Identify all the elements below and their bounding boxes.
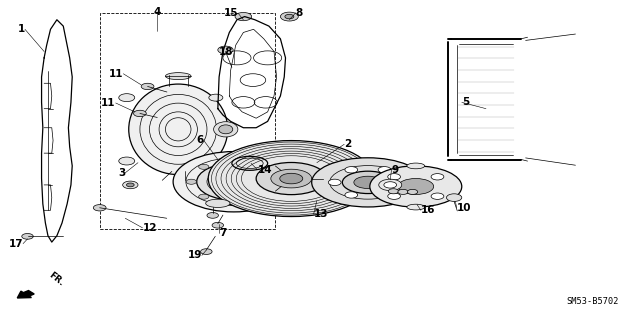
Circle shape xyxy=(447,194,462,201)
Text: 15: 15 xyxy=(224,8,238,19)
Circle shape xyxy=(22,234,33,239)
Circle shape xyxy=(398,189,408,195)
Circle shape xyxy=(328,179,341,186)
Text: 18: 18 xyxy=(220,47,234,56)
Circle shape xyxy=(198,194,209,199)
Circle shape xyxy=(141,83,154,90)
Circle shape xyxy=(384,182,397,188)
Ellipse shape xyxy=(173,152,294,212)
Text: 19: 19 xyxy=(188,250,202,260)
Ellipse shape xyxy=(342,171,394,194)
Circle shape xyxy=(431,174,444,180)
Circle shape xyxy=(378,167,391,173)
Ellipse shape xyxy=(219,125,233,134)
Circle shape xyxy=(345,192,358,198)
Ellipse shape xyxy=(208,141,374,217)
Ellipse shape xyxy=(119,94,135,102)
Circle shape xyxy=(200,249,212,255)
Circle shape xyxy=(123,181,138,189)
Circle shape xyxy=(259,194,269,199)
Circle shape xyxy=(378,192,391,198)
Text: 14: 14 xyxy=(257,165,272,175)
Circle shape xyxy=(388,189,399,194)
Ellipse shape xyxy=(354,176,382,189)
Bar xyxy=(100,13,275,229)
Ellipse shape xyxy=(196,163,271,200)
Ellipse shape xyxy=(209,158,223,165)
Circle shape xyxy=(395,179,408,186)
Text: 13: 13 xyxy=(314,209,328,219)
Text: 11: 11 xyxy=(109,69,124,79)
Ellipse shape xyxy=(407,204,425,210)
Circle shape xyxy=(285,14,294,19)
Circle shape xyxy=(388,174,401,180)
Ellipse shape xyxy=(119,157,135,165)
Ellipse shape xyxy=(312,158,424,207)
Text: 2: 2 xyxy=(344,139,351,149)
Circle shape xyxy=(228,158,239,163)
Ellipse shape xyxy=(407,163,425,169)
Ellipse shape xyxy=(166,73,191,80)
Text: FR.: FR. xyxy=(47,271,65,288)
Circle shape xyxy=(93,204,106,211)
Text: 9: 9 xyxy=(392,165,399,175)
Text: 5: 5 xyxy=(462,97,469,107)
Ellipse shape xyxy=(398,179,434,195)
Text: 16: 16 xyxy=(421,205,435,215)
Text: 4: 4 xyxy=(154,7,161,17)
Ellipse shape xyxy=(205,199,230,207)
Text: 8: 8 xyxy=(296,8,303,18)
Ellipse shape xyxy=(271,169,312,188)
Ellipse shape xyxy=(218,174,250,190)
Circle shape xyxy=(408,189,418,195)
Text: 3: 3 xyxy=(118,168,125,178)
Circle shape xyxy=(212,222,223,228)
Ellipse shape xyxy=(370,166,462,207)
Text: 17: 17 xyxy=(8,239,23,249)
FancyArrow shape xyxy=(17,291,34,298)
Text: 6: 6 xyxy=(196,136,204,145)
Circle shape xyxy=(218,46,233,54)
Circle shape xyxy=(186,179,196,184)
Text: SM53-B5702: SM53-B5702 xyxy=(566,297,619,306)
Ellipse shape xyxy=(256,162,326,195)
Circle shape xyxy=(280,12,298,21)
Circle shape xyxy=(379,179,402,191)
Ellipse shape xyxy=(214,122,238,137)
Circle shape xyxy=(388,193,401,199)
Circle shape xyxy=(207,212,218,218)
Circle shape xyxy=(134,110,147,117)
Text: 1: 1 xyxy=(18,24,25,34)
Ellipse shape xyxy=(209,94,223,101)
Ellipse shape xyxy=(280,173,303,184)
Text: 10: 10 xyxy=(457,203,471,213)
Circle shape xyxy=(431,193,444,199)
Circle shape xyxy=(271,179,282,184)
Circle shape xyxy=(127,183,134,187)
Text: 12: 12 xyxy=(143,223,157,233)
Circle shape xyxy=(198,164,209,169)
Circle shape xyxy=(228,200,239,205)
Circle shape xyxy=(235,12,252,21)
Ellipse shape xyxy=(129,84,228,174)
Circle shape xyxy=(259,164,269,169)
Text: 7: 7 xyxy=(219,228,227,238)
Circle shape xyxy=(345,167,358,173)
Text: 11: 11 xyxy=(101,98,116,108)
